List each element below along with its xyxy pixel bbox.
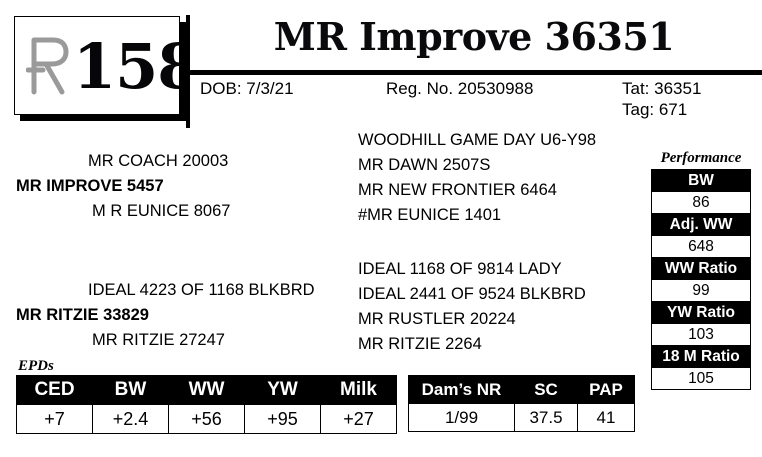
performance-value-adj-ww: 648 bbox=[651, 235, 751, 258]
identification-row: DOB: 7/3/21 Reg. No. 20530988 Tat: 36351… bbox=[186, 78, 762, 128]
epds-header-ww: WW bbox=[168, 375, 245, 405]
table-row: Adj. WW bbox=[651, 213, 751, 236]
pedigree-dam-grandsire: IDEAL 4223 OF 1168 BLKBRD bbox=[88, 281, 315, 299]
header: 158 MR Improve 36351 DOB: 7/3/21 Reg. No… bbox=[0, 0, 762, 128]
performance-value-ww-ratio: 99 bbox=[651, 279, 751, 302]
table-row: 105 bbox=[651, 367, 751, 390]
epds-header-yw: YW bbox=[244, 375, 321, 405]
page-title: MR Improve 36351 bbox=[273, 14, 675, 59]
performance-header-bw: BW bbox=[651, 169, 751, 192]
performance-value-yw-ratio: 103 bbox=[651, 323, 751, 346]
table-row: 648 bbox=[651, 235, 751, 258]
pedigree-sire-great-3: MR NEW FRONTIER 6464 bbox=[358, 181, 557, 199]
table-row: 18 M Ratio bbox=[651, 345, 751, 368]
damnr-header-nr: Dam’s NR bbox=[408, 375, 515, 404]
performance-value-18m-ratio: 105 bbox=[651, 367, 751, 390]
title-divider bbox=[186, 70, 762, 75]
table-row: Dam’s NR SC PAP bbox=[408, 375, 635, 404]
performance-header-adj-ww: Adj. WW bbox=[651, 213, 751, 236]
pedigree-sire-great-2: MR DAWN 2507S bbox=[358, 156, 491, 174]
pedigree-sire: MR IMPROVE 5457 bbox=[16, 177, 164, 195]
dam-nr-panel: Dam’s NR SC PAP 1/99 37.5 41 bbox=[408, 375, 635, 432]
table-row: WW Ratio bbox=[651, 257, 751, 280]
tag-text: Tag: 671 bbox=[622, 100, 688, 119]
damnr-value-nr: 1/99 bbox=[408, 403, 515, 432]
dob-text: DOB: 7/3/21 bbox=[200, 79, 294, 98]
pedigree-sire-great-1: WOODHILL GAME DAY U6-Y98 bbox=[358, 131, 597, 149]
pedigree-dam-granddam: MR RITZIE 27247 bbox=[92, 331, 225, 349]
pedigree-dam-great-1: IDEAL 1168 OF 9814 LADY bbox=[358, 260, 562, 278]
badge-number: 158 bbox=[73, 30, 179, 103]
performance-panel: Performance BW 86 Adj. WW 648 WW Ratio 9… bbox=[648, 148, 754, 390]
performance-header-yw-ratio: YW Ratio bbox=[651, 301, 751, 324]
pedigree-sire-great-column: WOODHILL GAME DAY U6-Y98 MR DAWN 2507S M… bbox=[358, 128, 640, 228]
performance-header-ww-ratio: WW Ratio bbox=[651, 257, 751, 280]
table-row: 103 bbox=[651, 323, 751, 346]
epds-value-milk: +27 bbox=[320, 404, 397, 434]
pedigree-dam-group: IDEAL 4223 OF 1168 BLKBRD MR RITZIE 3382… bbox=[0, 260, 640, 378]
epds-header-bw: BW bbox=[92, 375, 169, 405]
pedigree-sire-column: MR COACH 20003 MR IMPROVE 5457 M R EUNIC… bbox=[0, 149, 350, 224]
pedigree-chart: MR COACH 20003 MR IMPROVE 5457 M R EUNIC… bbox=[0, 128, 640, 353]
epds-value-ww: +56 bbox=[168, 404, 245, 434]
performance-label: Performance bbox=[660, 150, 742, 166]
table-row: BW bbox=[651, 169, 751, 192]
pedigree-dam-column: IDEAL 4223 OF 1168 BLKBRD MR RITZIE 3382… bbox=[0, 278, 350, 353]
dam-nr-table: Dam’s NR SC PAP 1/99 37.5 41 bbox=[408, 375, 635, 432]
damnr-value-pap: 41 bbox=[577, 403, 635, 432]
table-row: CED BW WW YW Milk bbox=[16, 375, 397, 405]
epds-header-ced: CED bbox=[16, 375, 93, 405]
performance-table: BW 86 Adj. WW 648 WW Ratio 99 YW Ratio 1… bbox=[651, 169, 751, 390]
performance-header-18m-ratio: 18 M Ratio bbox=[651, 345, 751, 368]
table-row: 1/99 37.5 41 bbox=[408, 403, 635, 432]
pedigree-dam: MR RITZIE 33829 bbox=[16, 306, 149, 324]
pedigree-dam-great-2: IDEAL 2441 OF 9524 BLKBRD bbox=[358, 285, 586, 303]
title-block: MR Improve 36351 DOB: 7/3/21 Reg. No. 20… bbox=[186, 0, 762, 128]
table-row: 99 bbox=[651, 279, 751, 302]
epds-panel: EPDs CED BW WW YW Milk +7 +2.4 +56 +95 +… bbox=[16, 358, 397, 434]
registration-number-text: Reg. No. 20530988 bbox=[386, 79, 534, 98]
pedigree-sire-group: MR COACH 20003 MR IMPROVE 5457 M R EUNIC… bbox=[0, 131, 640, 249]
epds-label: EPDs bbox=[18, 358, 54, 374]
table-row: 86 bbox=[651, 191, 751, 214]
epds-value-yw: +95 bbox=[244, 404, 321, 434]
epds-header-milk: Milk bbox=[320, 375, 397, 405]
epds-value-bw: +2.4 bbox=[92, 404, 169, 434]
pedigree-dam-great-3: MR RUSTLER 20224 bbox=[358, 310, 516, 328]
table-row: +7 +2.4 +56 +95 +27 bbox=[16, 404, 397, 434]
logo-badge: 158 bbox=[14, 16, 180, 115]
epds-table: CED BW WW YW Milk +7 +2.4 +56 +95 +27 bbox=[16, 375, 397, 434]
pedigree-dam-great-column: IDEAL 1168 OF 9814 LADY IDEAL 2441 OF 95… bbox=[358, 257, 640, 357]
damnr-header-sc: SC bbox=[514, 375, 578, 404]
pedigree-sire-grandsire: MR COACH 20003 bbox=[88, 152, 229, 170]
damnr-value-sc: 37.5 bbox=[514, 403, 578, 432]
table-row: YW Ratio bbox=[651, 301, 751, 324]
r-brand-icon bbox=[26, 37, 69, 95]
pedigree-sire-granddam: M R EUNICE 8067 bbox=[92, 202, 231, 220]
performance-value-bw: 86 bbox=[651, 191, 751, 214]
tattoo-text: Tat: 36351 bbox=[622, 79, 702, 98]
epds-value-ced: +7 bbox=[16, 404, 93, 434]
damnr-header-pap: PAP bbox=[577, 375, 635, 404]
pedigree-sire-great-4: #MR EUNICE 1401 bbox=[358, 206, 502, 224]
pedigree-dam-great-4: MR RITZIE 2264 bbox=[358, 335, 482, 353]
